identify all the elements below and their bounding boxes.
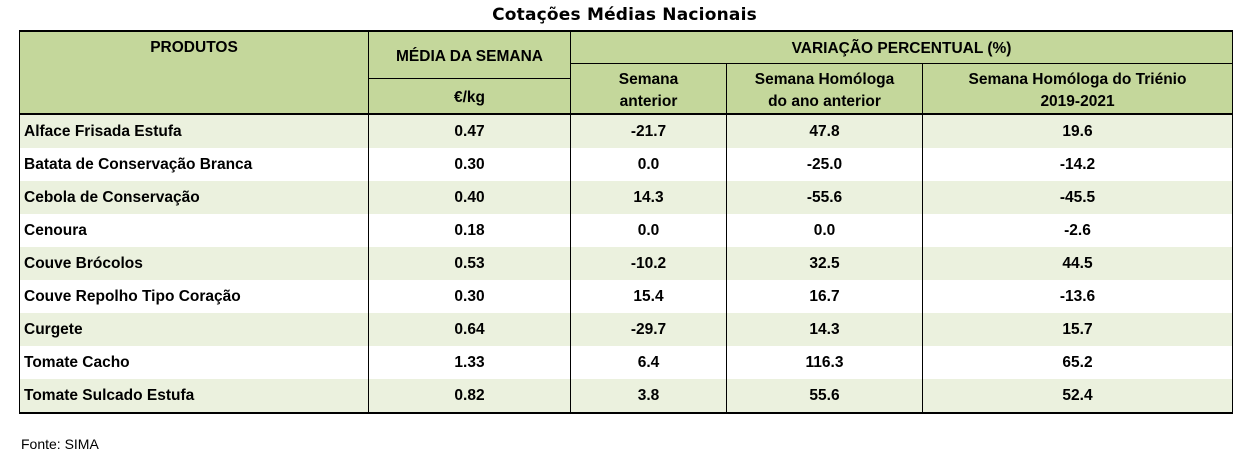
table-row: Alface Frisada Estufa 0.47 -21.7 47.8 19… <box>19 113 1234 148</box>
table-row: Couve Repolho Tipo Coração 0.30 15.4 16.… <box>19 280 1234 313</box>
anterior-cell: 15.4 <box>570 280 727 313</box>
trienio-cell: 44.5 <box>921 247 1234 280</box>
trienio-cell: -2.6 <box>921 214 1234 247</box>
header-produtos: PRODUTOS <box>19 30 369 114</box>
anterior-cell: 0.0 <box>570 214 727 247</box>
header-semana-homologa: Semana Homóloga do ano anterior <box>726 63 923 114</box>
produto-cell: Batata de Conservação Branca <box>19 148 369 181</box>
header-semana-anterior-line2: anterior <box>619 93 678 110</box>
table-row: Cebola de Conservação 0.40 14.3 -55.6 -4… <box>19 181 1234 214</box>
produto-cell: Couve Brócolos <box>19 247 369 280</box>
header-variacao-percentual: VARIAÇÃO PERCENTUAL (%) <box>569 30 1234 64</box>
homologa-cell: 0.0 <box>726 214 923 247</box>
table-row: Curgete 0.64 -29.7 14.3 15.7 <box>19 313 1234 346</box>
header-trienio-line2: 2019-2021 <box>1040 93 1115 110</box>
homologa-cell: 47.8 <box>726 113 923 148</box>
media-cell: 0.47 <box>368 113 571 148</box>
header-media-semana: MÉDIA DA SEMANA <box>368 30 571 79</box>
media-cell: 1.33 <box>368 346 571 379</box>
homologa-cell: 16.7 <box>726 280 923 313</box>
homologa-cell: -25.0 <box>726 148 923 181</box>
media-cell: 0.53 <box>368 247 571 280</box>
table-row: Cenoura 0.18 0.0 0.0 -2.6 <box>19 214 1234 247</box>
media-cell: 0.40 <box>368 181 571 214</box>
table-row: Batata de Conservação Branca 0.30 0.0 -2… <box>19 148 1234 181</box>
anterior-cell: -21.7 <box>570 113 727 148</box>
header-trienio-line1: Semana Homóloga do Triénio <box>968 71 1187 88</box>
trienio-cell: 19.6 <box>921 113 1234 148</box>
trienio-cell: -14.2 <box>921 148 1234 181</box>
header-semana-anterior-line1: Semana <box>618 71 679 88</box>
anterior-cell: 3.8 <box>570 379 727 414</box>
source-note: Fonte: SIMA <box>21 436 99 452</box>
media-cell: 0.82 <box>368 379 571 414</box>
table-title: Cotações Médias Nacionais <box>492 5 757 25</box>
media-cell: 0.64 <box>368 313 571 346</box>
anterior-cell: 14.3 <box>570 181 727 214</box>
table-row: Tomate Sulcado Estufa 0.82 3.8 55.6 52.4 <box>19 379 1234 414</box>
produto-cell: Cebola de Conservação <box>19 181 369 214</box>
header-semana-anterior: Semana anterior <box>570 63 727 114</box>
homologa-cell: 116.3 <box>726 346 923 379</box>
trienio-cell: -13.6 <box>921 280 1234 313</box>
anterior-cell: -10.2 <box>570 247 727 280</box>
homologa-cell: 14.3 <box>726 313 923 346</box>
produto-cell: Couve Repolho Tipo Coração <box>19 280 369 313</box>
produto-cell: Tomate Sulcado Estufa <box>19 379 369 414</box>
trienio-cell: -45.5 <box>921 181 1234 214</box>
header-unit: €/kg <box>368 78 571 114</box>
header-trienio: Semana Homóloga do Triénio 2019-2021 <box>921 63 1234 114</box>
homologa-cell: 32.5 <box>726 247 923 280</box>
table-row: Tomate Cacho 1.33 6.4 116.3 65.2 <box>19 346 1234 379</box>
price-table: PRODUTOS MÉDIA DA SEMANA VARIAÇÃO PERCEN… <box>19 30 1234 414</box>
homologa-cell: -55.6 <box>726 181 923 214</box>
header-semana-homologa-line2: do ano anterior <box>768 93 881 110</box>
anterior-cell: -29.7 <box>570 313 727 346</box>
media-cell: 0.30 <box>368 280 571 313</box>
produto-cell: Tomate Cacho <box>19 346 369 379</box>
trienio-cell: 52.4 <box>921 379 1234 414</box>
anterior-cell: 6.4 <box>570 346 727 379</box>
header-semana-homologa-line1: Semana Homóloga <box>754 71 895 88</box>
trienio-cell: 65.2 <box>921 346 1234 379</box>
table-row: Couve Brócolos 0.53 -10.2 32.5 44.5 <box>19 247 1234 280</box>
media-cell: 0.30 <box>368 148 571 181</box>
anterior-cell: 0.0 <box>570 148 727 181</box>
trienio-cell: 15.7 <box>921 313 1234 346</box>
produto-cell: Curgete <box>19 313 369 346</box>
media-cell: 0.18 <box>368 214 571 247</box>
homologa-cell: 55.6 <box>726 379 923 414</box>
produto-cell: Alface Frisada Estufa <box>19 113 369 148</box>
produto-cell: Cenoura <box>19 214 369 247</box>
